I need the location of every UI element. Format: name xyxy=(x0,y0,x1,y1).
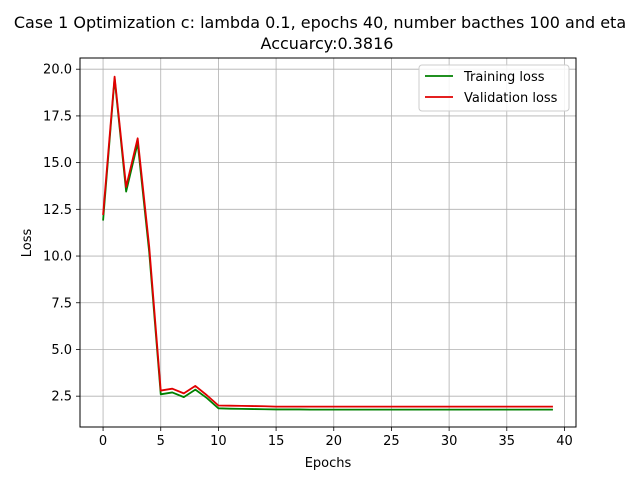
legend: Training loss Validation loss xyxy=(418,64,570,112)
x-tick-label: 10 xyxy=(210,434,227,449)
legend-label-validation: Validation loss xyxy=(464,91,558,106)
legend-label-training: Training loss xyxy=(463,70,545,85)
plot-frame xyxy=(79,57,577,428)
chart-title-line1: Case 1 Optimization c: lambda 0.1, epoch… xyxy=(14,13,626,32)
x-tick-label: 40 xyxy=(556,434,573,449)
y-axis-ticks: 2.5 5.0 7.5 10.0 12.5 15.0 17.5 20.0 xyxy=(43,63,80,405)
x-tick-label: 35 xyxy=(499,434,516,449)
y-axis-label: Loss xyxy=(20,229,35,258)
x-tick-label: 20 xyxy=(325,434,342,449)
y-tick-label: 15.0 xyxy=(43,156,72,171)
x-axis-label: Epochs xyxy=(305,456,352,471)
y-tick-label: 2.5 xyxy=(51,390,72,405)
series-line-training xyxy=(102,77,553,411)
series-line-validation xyxy=(102,75,553,408)
x-tick-label: 25 xyxy=(383,434,400,449)
x-tick-label: 5 xyxy=(157,434,165,449)
x-tick-label: 0 xyxy=(99,434,107,449)
x-axis-ticks: 0 5 10 15 20 25 30 35 40 xyxy=(99,427,573,449)
x-tick-label: 15 xyxy=(268,434,285,449)
y-tick-label: 7.5 xyxy=(51,296,72,311)
chart-title-line2: Accuarcy:0.3816 xyxy=(261,34,394,53)
series-lines xyxy=(102,75,553,411)
y-tick-label: 10.0 xyxy=(43,250,72,265)
x-tick-label: 30 xyxy=(441,434,458,449)
grid-lines xyxy=(80,58,576,427)
y-tick-label: 20.0 xyxy=(43,63,72,78)
y-tick-label: 17.5 xyxy=(43,109,72,124)
legend-box xyxy=(418,64,570,112)
y-tick-label: 12.5 xyxy=(43,203,72,218)
y-tick-label: 5.0 xyxy=(51,343,72,358)
